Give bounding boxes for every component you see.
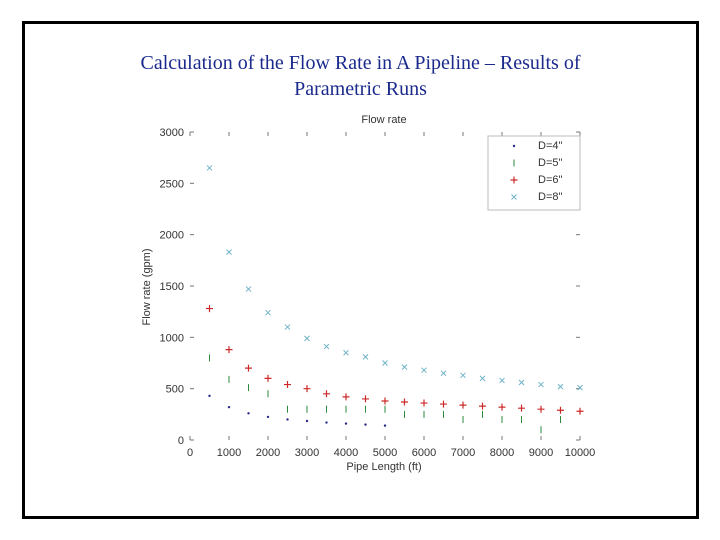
data-point-series-3 bbox=[342, 393, 350, 401]
data-point-series-1 bbox=[305, 419, 309, 423]
legend-box bbox=[487, 135, 581, 211]
data-point-series-4 bbox=[460, 372, 466, 379]
data-point-series-1 bbox=[266, 415, 270, 419]
y-tick-label: 1000 bbox=[160, 332, 184, 344]
data-point-series-4 bbox=[304, 335, 310, 342]
data-point-series-3 bbox=[381, 397, 389, 405]
data-point-series-4 bbox=[557, 383, 564, 390]
data-point-series-4 bbox=[362, 353, 369, 360]
data-point-series-4 bbox=[284, 324, 291, 330]
data-point-series-3 bbox=[498, 403, 506, 411]
y-tick-label: 2000 bbox=[160, 230, 184, 242]
data-point-series-1 bbox=[286, 418, 289, 421]
data-point-series-4 bbox=[323, 343, 330, 350]
data-point-series-3 bbox=[206, 305, 213, 313]
data-point-series-3 bbox=[284, 381, 291, 389]
data-point-series-4 bbox=[265, 309, 271, 316]
data-point-series-3 bbox=[245, 364, 252, 372]
y-tick-label: 1500 bbox=[160, 281, 184, 293]
legend-label: D=6" bbox=[538, 174, 562, 186]
x-tick-label: 2000 bbox=[256, 447, 280, 459]
x-tick-label: 3000 bbox=[295, 447, 319, 459]
data-point-series-3 bbox=[479, 402, 486, 410]
data-point-series-3 bbox=[303, 385, 311, 393]
x-tick-label: 1000 bbox=[217, 447, 241, 459]
y-tick-label: 3000 bbox=[160, 127, 184, 139]
data-point-series-3 bbox=[225, 346, 233, 354]
data-point-series-3 bbox=[557, 406, 564, 414]
legend-label: D=4" bbox=[538, 140, 562, 152]
data-point-series-3 bbox=[362, 395, 369, 403]
y-tick-label: 0 bbox=[178, 435, 184, 447]
data-point-series-3 bbox=[518, 404, 525, 412]
slide-title-line-2: Parametric Runs bbox=[294, 78, 427, 100]
data-point-series-3 bbox=[440, 400, 447, 408]
data-point-series-4 bbox=[421, 367, 427, 374]
data-point-series-3 bbox=[537, 405, 545, 413]
data-point-series-1 bbox=[344, 422, 348, 425]
data-point-series-3 bbox=[264, 374, 272, 382]
legend-label: D=8" bbox=[538, 191, 562, 203]
slide-title-line-1: Calculation of the Flow Rate in A Pipeli… bbox=[140, 52, 581, 74]
x-tick-label: 10000 bbox=[565, 447, 596, 459]
x-tick-label: 4000 bbox=[334, 447, 358, 459]
data-point-series-3 bbox=[420, 399, 428, 407]
x-tick-label: 5000 bbox=[373, 447, 397, 459]
data-point-series-4 bbox=[577, 384, 583, 391]
data-point-series-4 bbox=[479, 375, 486, 382]
y-tick-label: 500 bbox=[166, 384, 184, 396]
legend-marker bbox=[510, 176, 518, 184]
data-point-series-4 bbox=[206, 165, 213, 171]
y-axis-label: Flow rate (gpm) bbox=[141, 248, 153, 325]
x-tick-label: 7000 bbox=[451, 447, 475, 459]
legend-marker bbox=[512, 144, 516, 148]
data-point-series-4 bbox=[245, 286, 252, 292]
data-point-series-4 bbox=[343, 349, 349, 356]
x-axis-label: Pipe Length (ft) bbox=[346, 461, 421, 473]
plot-area: 0 500 1000 1500 2000 2500 3000 0 1000 2000 3000 400… bbox=[160, 127, 596, 459]
x-tick-label: 9000 bbox=[529, 447, 553, 459]
data-point-series-4 bbox=[401, 364, 408, 370]
data-point-series-3 bbox=[576, 407, 584, 415]
x-tick-label: 8000 bbox=[490, 447, 514, 459]
y-tick-label: 2500 bbox=[160, 178, 184, 190]
data-point-series-4 bbox=[499, 377, 505, 384]
data-point-series-3 bbox=[459, 401, 467, 409]
data-point-series-4 bbox=[518, 379, 525, 386]
data-point-series-4 bbox=[440, 370, 447, 377]
x-tick-label: 6000 bbox=[412, 447, 436, 459]
data-point-series-1 bbox=[247, 412, 250, 415]
data-point-series-1 bbox=[208, 394, 211, 398]
x-tick-label: 0 bbox=[187, 447, 193, 459]
data-point-series-1 bbox=[227, 405, 231, 409]
legend-marker bbox=[511, 194, 517, 200]
data-point-series-1 bbox=[383, 424, 387, 427]
data-point-series-4 bbox=[226, 249, 232, 255]
data-point-series-3 bbox=[401, 398, 408, 406]
data-point-series-4 bbox=[382, 360, 388, 366]
data-point-series-1 bbox=[364, 423, 367, 426]
data-point-series-4 bbox=[538, 381, 544, 388]
data-point-series-3 bbox=[323, 390, 330, 398]
legend-label: D=5" bbox=[538, 157, 562, 169]
data-point-series-1 bbox=[325, 421, 328, 424]
slide-title: Calculation of the Flow Rate in A Pipeli… bbox=[25, 50, 696, 102]
chart-title: Flow rate bbox=[361, 114, 406, 126]
slide-frame: Calculation of the Flow Rate in A Pipeli… bbox=[22, 21, 699, 519]
